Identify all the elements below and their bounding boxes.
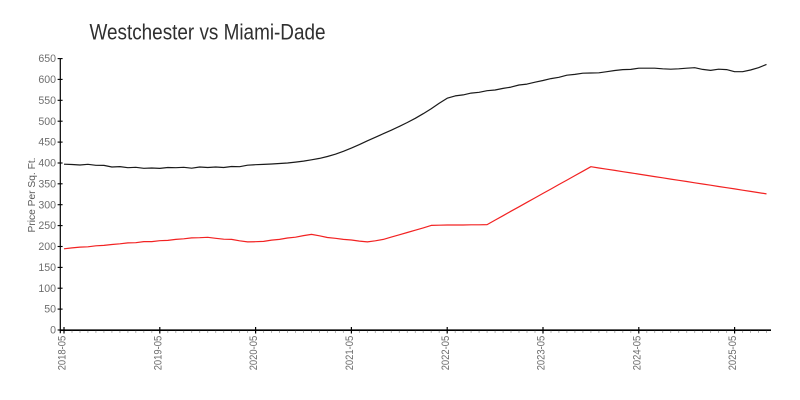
- svg-text:0: 0: [50, 325, 56, 337]
- svg-text:2023-05: 2023-05: [536, 336, 548, 371]
- svg-text:100: 100: [38, 283, 56, 295]
- svg-text:2024-05: 2024-05: [631, 336, 643, 371]
- svg-text:400: 400: [38, 158, 56, 170]
- svg-text:200: 200: [38, 241, 56, 253]
- svg-text:350: 350: [38, 178, 56, 190]
- svg-text:2025-05: 2025-05: [727, 336, 739, 371]
- svg-text:300: 300: [38, 199, 56, 211]
- svg-text:150: 150: [38, 262, 56, 274]
- svg-text:2018-05: 2018-05: [57, 336, 69, 371]
- svg-text:600: 600: [38, 74, 56, 86]
- svg-text:2021-05: 2021-05: [344, 336, 356, 371]
- svg-text:2020-05: 2020-05: [248, 336, 260, 371]
- svg-text:650: 650: [38, 53, 56, 65]
- svg-text:550: 550: [38, 95, 56, 107]
- svg-text:Price Per Sq. Ft.: Price Per Sq. Ft.: [27, 158, 38, 233]
- svg-text:2022-05: 2022-05: [440, 336, 452, 371]
- svg-text:250: 250: [38, 220, 56, 232]
- svg-text:500: 500: [38, 116, 56, 128]
- svg-text:Westchester vs Miami-Dade: Westchester vs Miami-Dade: [90, 20, 326, 45]
- svg-text:2019-05: 2019-05: [152, 336, 164, 371]
- svg-text:450: 450: [38, 137, 56, 149]
- svg-text:50: 50: [44, 304, 56, 316]
